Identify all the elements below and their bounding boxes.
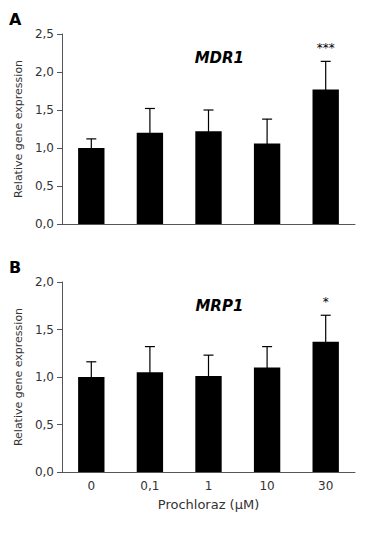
svg-text:2,0: 2,0 (35, 275, 54, 289)
svg-text:Prochloraz (μM): Prochloraz (μM) (158, 497, 259, 512)
svg-text:2,0: 2,0 (35, 65, 54, 79)
svg-text:30: 30 (318, 479, 333, 493)
svg-text:***: *** (317, 41, 335, 55)
svg-text:0,1: 0,1 (140, 479, 159, 493)
svg-text:MDR1: MDR1 (195, 49, 244, 67)
svg-text:Relative gene expression: Relative gene expression (12, 308, 25, 446)
svg-text:*: * (323, 295, 329, 309)
svg-text:2,5: 2,5 (35, 27, 54, 41)
svg-text:0,0: 0,0 (35, 217, 54, 231)
svg-text:1: 1 (205, 479, 213, 493)
svg-text:1,0: 1,0 (35, 141, 54, 155)
svg-text:B: B (9, 258, 21, 277)
svg-text:1,5: 1,5 (35, 103, 54, 117)
svg-text:0: 0 (87, 479, 95, 493)
svg-text:0,5: 0,5 (35, 418, 54, 432)
svg-text:1,5: 1,5 (35, 323, 54, 337)
svg-text:MRP1: MRP1 (195, 297, 243, 315)
svg-text:10: 10 (259, 479, 274, 493)
svg-text:0,5: 0,5 (35, 179, 54, 193)
svg-text:Relative gene expression: Relative gene expression (12, 60, 25, 198)
svg-text:1,0: 1,0 (35, 370, 54, 384)
svg-text:0,0: 0,0 (35, 465, 54, 479)
svg-text:A: A (9, 10, 22, 29)
